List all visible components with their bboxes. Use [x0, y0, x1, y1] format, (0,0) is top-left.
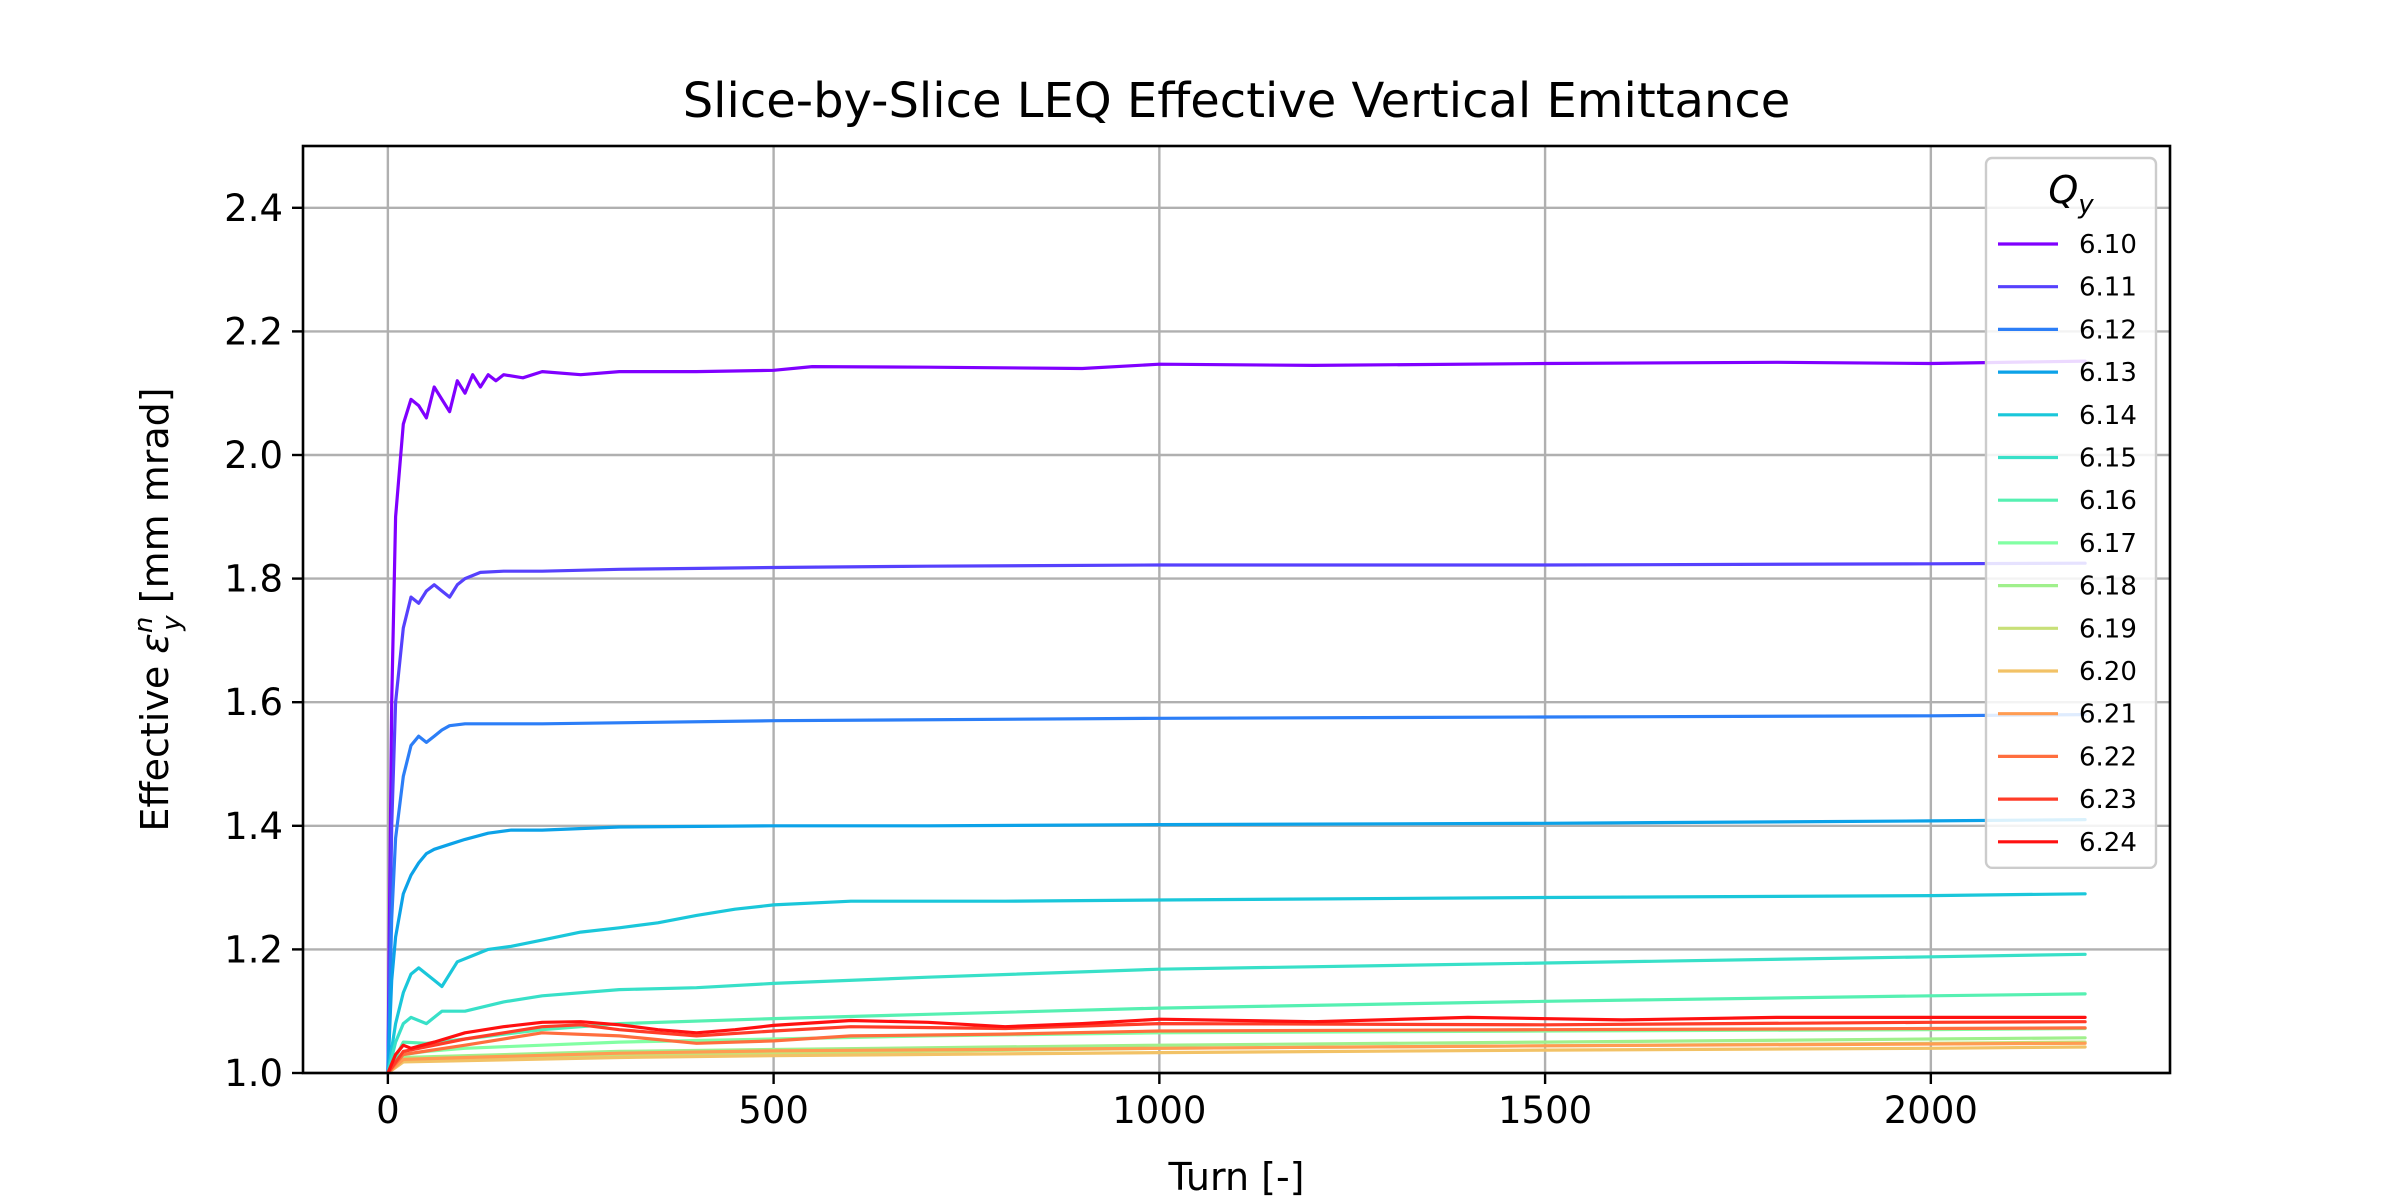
y-tick-label: 1.4: [224, 805, 283, 848]
legend: Qy 6.106.116.126.136.146.156.166.176.186…: [1984, 156, 2158, 869]
legend-label: 6.17: [2079, 529, 2137, 559]
chart-title: Slice-by-Slice LEQ Effective Vertical Em…: [683, 73, 1791, 129]
legend-label: 6.15: [2079, 444, 2137, 474]
y-tick-label: 1.6: [224, 681, 283, 724]
legend-label: 6.22: [2079, 742, 2137, 772]
y-axis-label-superscript: n: [129, 617, 159, 633]
legend-item: 6.16: [1998, 486, 2137, 516]
x-axis-label: Turn [-]: [1167, 1155, 1304, 1199]
legend-item: 6.21: [1998, 700, 2137, 730]
legend-label: 6.23: [2079, 785, 2137, 815]
y-axis-label-symbol: ε: [133, 633, 177, 654]
series-line-6.20: [386, 1045, 2087, 1075]
legend-label: 6.20: [2079, 657, 2137, 687]
series-lines: [386, 359, 2087, 1075]
legend-item: 6.10: [1998, 230, 2137, 260]
series-line-6.12: [386, 713, 2087, 1075]
legend-item: 6.15: [1998, 444, 2137, 474]
legend-title: Qy: [2048, 168, 2094, 220]
legend-item: 6.12: [1998, 315, 2137, 345]
y-tick-label: 1.2: [224, 928, 283, 971]
y-axis-label-subscript: y: [157, 615, 187, 632]
legend-label: 6.13: [2079, 358, 2137, 388]
legend-item: 6.22: [1998, 742, 2137, 772]
x-tick-label: 0: [376, 1089, 400, 1132]
legend-label: 6.16: [2079, 486, 2137, 516]
legend-title-subscript: y: [2077, 190, 2094, 220]
series-line-6.16: [386, 992, 2087, 1075]
legend-label: 6.21: [2079, 700, 2137, 730]
legend-item: 6.13: [1998, 358, 2137, 388]
legend-label: 6.19: [2079, 614, 2137, 644]
legend-label: 6.24: [2079, 828, 2137, 858]
legend-label: 6.12: [2079, 315, 2137, 345]
x-tick-label: 1500: [1498, 1089, 1592, 1132]
x-tick-label: 1000: [1112, 1089, 1206, 1132]
legend-label: 6.10: [2079, 230, 2137, 260]
series-line-6.24: [386, 1015, 2087, 1075]
legend-box: [1984, 156, 2158, 869]
legend-item: 6.20: [1998, 657, 2137, 687]
y-tick-label: 2.0: [224, 434, 283, 477]
legend-title-symbol: Q: [2048, 168, 2078, 212]
axis-ticks: 0 500 1000 1500 2000 1.0 1.2 1.4 1.6 1.8 2.0 2.2 2.4: [224, 187, 1978, 1132]
legend-label: 6.14: [2079, 401, 2137, 431]
x-tick-label: 2000: [1884, 1089, 1978, 1132]
y-axis-label: Effective εny [mm mrad]: [129, 387, 187, 831]
series-line-6.13: [386, 818, 2087, 1075]
series-line-6.23: [386, 1020, 2087, 1075]
legend-item: 6.17: [1998, 529, 2137, 559]
y-tick-label: 2.2: [224, 310, 283, 353]
legend-items: 6.10 6.11 6.12 6.13 6.14 6.15 6.16 6.17 6.18 6.19…: [1998, 230, 2137, 858]
series-line-6.15: [386, 952, 2087, 1075]
legend-item: 6.19: [1998, 614, 2137, 644]
legend-item: 6.11: [1998, 273, 2137, 303]
x-tick-label: 500: [738, 1089, 809, 1132]
y-tick-label: 2.4: [224, 187, 283, 230]
legend-item: 6.18: [1998, 572, 2137, 602]
legend-label: 6.18: [2079, 572, 2137, 602]
series-line-6.11: [386, 561, 2087, 1075]
y-axis-label-prefix: Effective: [133, 654, 177, 832]
series-line-6.21: [386, 1041, 2087, 1075]
legend-item: 6.14: [1998, 401, 2137, 431]
y-tick-label: 1.0: [224, 1052, 283, 1095]
y-axis-label-suffix: [mm mrad]: [133, 387, 177, 615]
legend-item: 6.24: [1998, 828, 2137, 858]
series-line-6.22: [386, 1026, 2087, 1075]
y-tick-label: 1.8: [224, 558, 283, 601]
legend-item: 6.23: [1998, 785, 2137, 815]
plot-frame: [301, 144, 2172, 1075]
legend-label: 6.11: [2079, 273, 2137, 303]
series-line-6.14: [386, 892, 2087, 1075]
series-line-6.10: [386, 359, 2087, 1075]
